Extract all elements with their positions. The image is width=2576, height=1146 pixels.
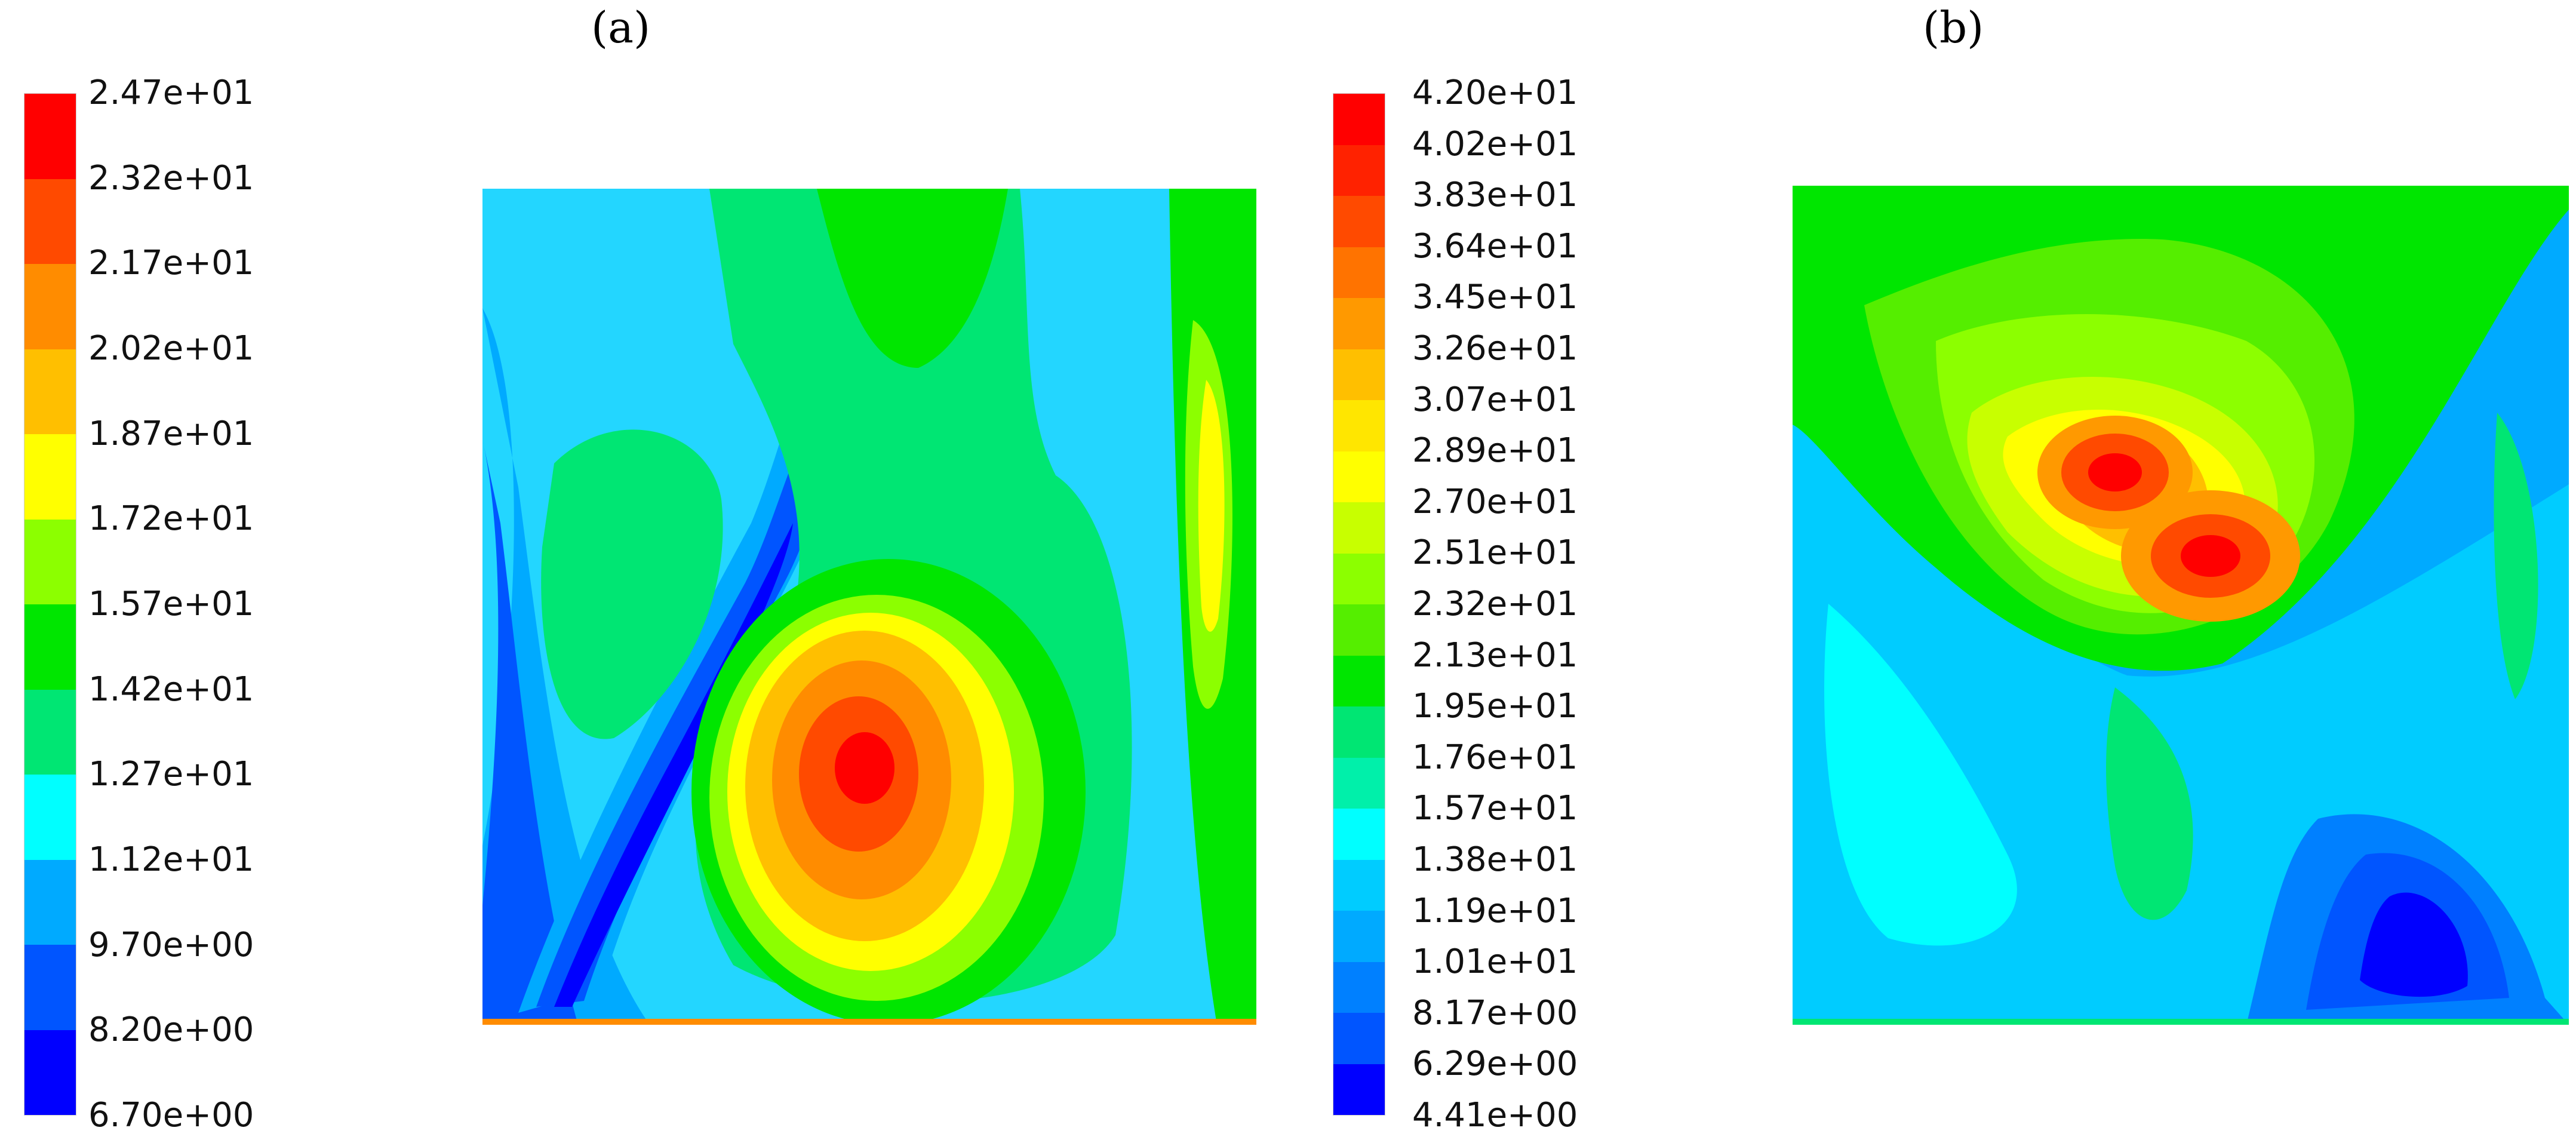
contour-field-a: [482, 189, 1256, 1025]
colorbar-tick-label: 2.47e+01: [88, 73, 254, 112]
colorbar-segment: [1333, 911, 1385, 962]
colorbar-tick-label: 1.27e+01: [88, 755, 254, 794]
colorbar-a: [24, 93, 76, 1116]
colorbar-tick-label: 1.42e+01: [88, 669, 254, 709]
colorbar-tick-label: 6.70e+00: [88, 1096, 254, 1135]
colorbar-tick-label: 4.41e+00: [1412, 1096, 1578, 1135]
colorbar-segment: [1333, 349, 1385, 400]
colorbar-tick-label: 2.51e+01: [1412, 533, 1578, 573]
colorbar-segment: [24, 94, 76, 179]
contour-svg-b: [1793, 186, 2569, 1025]
colorbar-segment: [1333, 553, 1385, 604]
colorbar-tick-label: 3.83e+01: [1412, 176, 1578, 215]
colorbar-tick-label: 4.02e+01: [1412, 124, 1578, 164]
colorbar-segment: [1333, 859, 1385, 911]
colorbar-segment: [1333, 961, 1385, 1013]
colorbar-tick-label: 1.76e+01: [1412, 738, 1578, 777]
colorbar-tick-label: 2.02e+01: [88, 329, 254, 368]
colorbar-segment: [1333, 247, 1385, 298]
colorbar-segment: [1333, 1013, 1385, 1064]
colorbar-tick-label: 1.19e+01: [1412, 891, 1578, 930]
colorbar-tick-label: 8.20e+00: [88, 1010, 254, 1050]
contour-field-b: [1793, 186, 2569, 1025]
colorbar-b: [1333, 93, 1385, 1116]
colorbar-segment: [1333, 757, 1385, 809]
colorbar-segment: [1333, 706, 1385, 758]
field-b-bottom-edge: [1793, 1019, 2569, 1025]
colorbar-segment: [1333, 298, 1385, 349]
colorbar-segment: [1333, 809, 1385, 860]
colorbar-tick-label: 1.87e+01: [88, 414, 254, 453]
colorbar-tick-label: 2.70e+01: [1412, 482, 1578, 521]
colorbar-segment: [24, 689, 76, 775]
colorbar-segment: [1333, 604, 1385, 656]
colorbar-segment: [24, 349, 76, 434]
colorbar-tick-label: 3.45e+01: [1412, 278, 1578, 317]
field-b-bottom-right-cold: [2246, 814, 2569, 1025]
colorbar-tick-label: 4.20e+01: [1412, 73, 1578, 112]
colorbar-tick-label: 2.17e+01: [88, 244, 254, 283]
colorbar-tick-label: 3.07e+01: [1412, 380, 1578, 419]
colorbar-segment: [1333, 451, 1385, 502]
colorbar-tick-label: 6.29e+00: [1412, 1044, 1578, 1084]
colorbar-tick-label: 1.57e+01: [88, 585, 254, 623]
colorbar-segment: [1333, 196, 1385, 247]
colorbar-segment: [1333, 502, 1385, 554]
colorbar-tick-label: 1.72e+01: [88, 499, 254, 539]
colorbar-segment: [24, 1030, 76, 1115]
colorbar-segment: [1333, 94, 1385, 145]
colorbar-segment: [24, 179, 76, 264]
colorbar-tick-label: 1.12e+01: [88, 840, 254, 879]
colorbar-segment: [24, 434, 76, 520]
colorbar-segment: [24, 775, 76, 860]
panel-label-a: (a): [591, 2, 651, 53]
colorbar-tick-label: 2.13e+01: [1412, 635, 1578, 675]
colorbar-tick-label: 1.57e+01: [1412, 789, 1578, 828]
panel-label-b: (b): [1923, 2, 1984, 53]
field-b-hot-spots: [2037, 416, 2300, 622]
colorbar-segment: [1333, 655, 1385, 706]
colorbar-segment: [24, 604, 76, 690]
colorbar-segment: [24, 945, 76, 1030]
field-a-diagonal-cold-streak: [518, 368, 842, 1013]
field-a-left-cold-band: [482, 308, 650, 1025]
colorbar-tick-label: 9.70e+00: [88, 925, 254, 964]
colorbar-segment: [1333, 400, 1385, 451]
field-a-right-warm-band: [1169, 189, 1256, 1025]
colorbar-segment: [24, 519, 76, 604]
colorbar-tick-label: 3.64e+01: [1412, 226, 1578, 266]
colorbar-segment: [24, 859, 76, 945]
field-a-bottom-edge: [482, 1019, 1256, 1025]
colorbar-tick-label: 3.26e+01: [1412, 329, 1578, 368]
colorbar-tick-label: 8.17e+00: [1412, 993, 1578, 1033]
field-a-central-hot-spot: [691, 559, 1086, 1025]
colorbar-tick-label: 2.32e+01: [88, 158, 254, 198]
colorbar-tick-label: 1.95e+01: [1412, 687, 1578, 726]
colorbar-tick-label: 2.32e+01: [1412, 585, 1578, 623]
colorbar-tick-label: 1.01e+01: [1412, 942, 1578, 982]
colorbar-segment: [1333, 145, 1385, 196]
colorbar-segment: [1333, 1064, 1385, 1115]
colorbar-segment: [24, 264, 76, 349]
colorbar-tick-label: 2.89e+01: [1412, 431, 1578, 471]
colorbar-tick-label: 1.38e+01: [1412, 840, 1578, 879]
contour-svg-a: [482, 189, 1256, 1025]
